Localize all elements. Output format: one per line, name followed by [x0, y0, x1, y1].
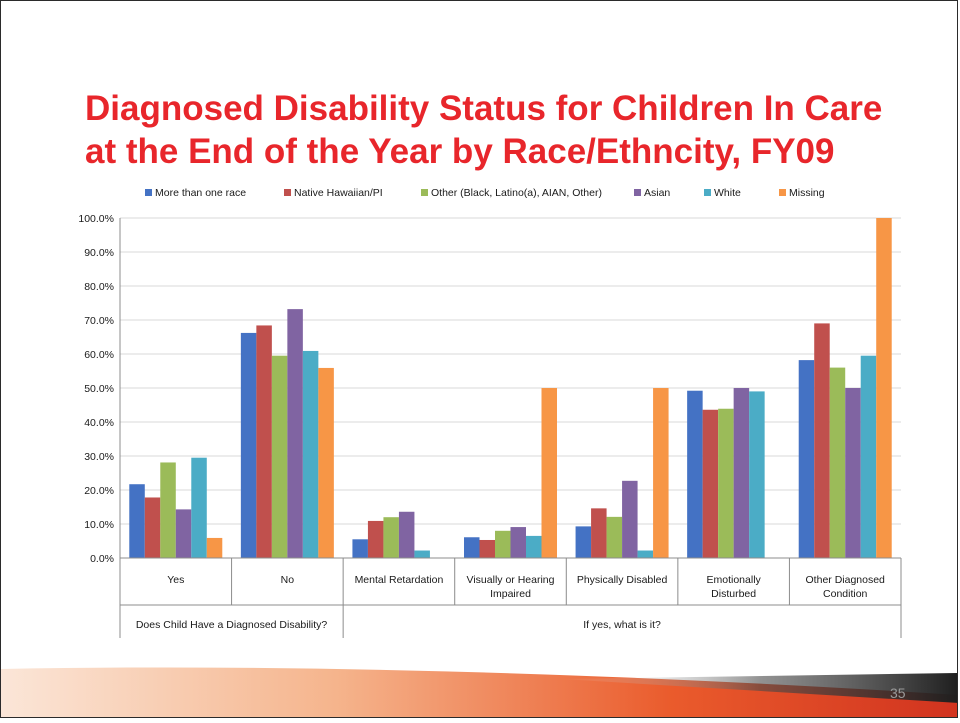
bar [749, 391, 765, 558]
bar [622, 480, 638, 558]
legend-swatch [779, 189, 786, 196]
bar [860, 355, 877, 558]
bar [876, 218, 892, 558]
group-label: Does Child Have a Diagnosed Disability? [136, 619, 328, 631]
x-tick-label: Mental Retardation [355, 574, 444, 586]
bar [575, 526, 592, 558]
legend-swatch [421, 189, 428, 196]
bar [129, 484, 145, 558]
y-tick-label: 80.0% [84, 281, 114, 293]
y-tick-label: 60.0% [84, 349, 114, 361]
bar [591, 508, 607, 558]
legend-label: More than one race [155, 187, 246, 199]
x-tick-label: Other Diagnosed [806, 574, 886, 586]
bar [414, 550, 430, 558]
x-tick-label: Yes [167, 574, 184, 586]
bar [653, 388, 669, 558]
bar [479, 539, 495, 558]
bar [144, 497, 161, 558]
bar [526, 535, 542, 558]
x-tick-label: Emotionally [707, 574, 762, 586]
bar [637, 550, 654, 558]
axes: 0.0% 10.0% 20.0% 30.0% 40.0% 50.0% 60.0% 70.0% 8… [78, 213, 902, 638]
bar [845, 388, 861, 558]
bar [702, 409, 719, 558]
gridlines [120, 217, 901, 525]
bar [829, 367, 846, 558]
legend-swatch [145, 189, 152, 196]
bar [191, 457, 207, 558]
bar [175, 509, 192, 558]
legend-swatch [284, 189, 291, 196]
x-tick-label: Physically Disabled [577, 574, 668, 586]
bar [206, 537, 223, 558]
legend-swatch [704, 189, 711, 196]
y-tick-label: 90.0% [84, 247, 114, 259]
y-tick-label: 0.0% [90, 553, 114, 565]
y-tick-label: 10.0% [84, 519, 114, 531]
bar [271, 355, 288, 558]
x-tick-label: Impaired [490, 588, 531, 600]
y-tick-label: 30.0% [84, 451, 114, 463]
legend-label: Missing [789, 187, 825, 199]
bar [160, 462, 176, 558]
page-number: 35 [890, 685, 906, 701]
bars [129, 218, 892, 558]
bar [814, 323, 830, 558]
footer-dark-band [561, 673, 957, 703]
bar [383, 517, 399, 558]
legend: More than one race Native Hawaiian/PI Othe… [145, 187, 825, 199]
bar [318, 367, 334, 558]
bar [464, 537, 480, 558]
bar [733, 388, 750, 558]
bar [367, 520, 384, 558]
bar [687, 390, 703, 558]
x-tick-label: Condition [823, 588, 868, 600]
legend-label: Asian [644, 187, 670, 199]
bar [256, 325, 272, 558]
x-tick-label: Visually or Hearing [467, 574, 555, 586]
bar [718, 408, 734, 558]
legend-swatch [634, 189, 641, 196]
y-tick-label: 20.0% [84, 485, 114, 497]
group-label: If yes, what is it? [583, 619, 661, 631]
bar [240, 332, 257, 558]
bar [798, 360, 815, 558]
bar [352, 539, 368, 558]
bar [302, 350, 319, 558]
bar [495, 530, 511, 558]
y-tick-label: 100.0% [78, 213, 114, 225]
y-tick-label: 70.0% [84, 315, 114, 327]
x-tick-label: Disturbed [711, 588, 756, 600]
footer-swoosh [1, 667, 957, 717]
bar [398, 511, 415, 558]
bar [606, 516, 623, 558]
x-tick-label: No [281, 574, 295, 586]
bar [541, 388, 557, 558]
bar [510, 527, 526, 558]
slide-title: Diagnosed Disability Status for Children… [85, 89, 883, 171]
y-tick-label: 50.0% [84, 383, 114, 395]
legend-label: Native Hawaiian/PI [294, 187, 383, 199]
y-tick-label: 40.0% [84, 417, 114, 429]
legend-label: White [714, 187, 741, 199]
legend-label: Other (Black, Latino(a), AIAN, Other) [431, 187, 602, 199]
bar [287, 309, 303, 558]
